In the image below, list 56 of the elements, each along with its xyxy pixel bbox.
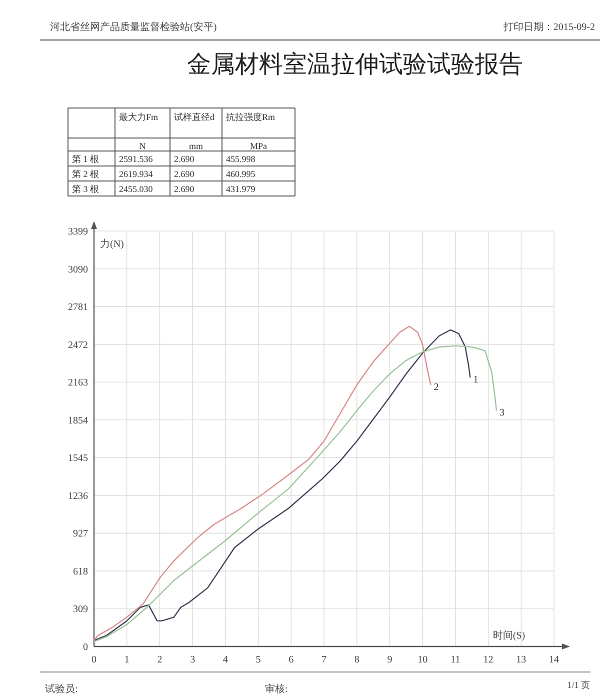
y-tick-label: 3090 — [68, 264, 88, 276]
y-tick-label: 927 — [73, 528, 88, 540]
text: 打印日期：2015-09-2 — [502, 21, 595, 33]
x-tick-label: 6 — [288, 654, 294, 666]
x-tick-label: 2 — [157, 654, 162, 666]
text: 试样直径d — [174, 112, 215, 122]
x-tick-label: 14 — [549, 654, 559, 666]
text: 2.690 — [174, 169, 195, 179]
y-tick-label: 0 — [83, 642, 88, 653]
y-tick-label: 2781 — [68, 302, 88, 314]
text: 2619.934 — [119, 169, 154, 179]
y-tick-label: 2163 — [68, 378, 88, 389]
text: 第 2 根 — [72, 169, 99, 179]
text: 460.995 — [226, 169, 256, 179]
text: 2591.536 — [119, 154, 154, 164]
y-tick-label: 3399 — [68, 226, 88, 238]
text: 试验员: — [45, 683, 78, 695]
text: 第 1 根 — [72, 154, 99, 164]
x-tick-label: 10 — [418, 654, 428, 666]
text: 2.690 — [174, 154, 195, 164]
y-tick-label: 618 — [73, 566, 88, 578]
x-tick-label: 13 — [516, 654, 526, 666]
series-label: 1 — [473, 374, 478, 386]
text: MPa — [250, 141, 268, 151]
x-tick-label: 1 — [124, 654, 130, 666]
y-tick-label: 2472 — [68, 340, 88, 351]
text: mm — [188, 141, 204, 151]
x-tick-label: 5 — [256, 654, 261, 666]
y-tick-label: 309 — [73, 604, 88, 616]
text: 2455.030 — [119, 184, 154, 194]
text: 抗拉强度Rm — [226, 112, 276, 122]
text: 431.979 — [226, 184, 256, 194]
text: 最大力Fm — [119, 112, 158, 122]
text: 审核: — [265, 683, 288, 695]
series-label: 3 — [500, 408, 504, 419]
x-tick-label: 11 — [450, 654, 460, 666]
x-tick-label: 3 — [190, 654, 196, 666]
text: 1/1 页 — [567, 680, 590, 690]
series-label: 2 — [434, 382, 439, 393]
x-tick-label: 12 — [483, 654, 494, 666]
y-tick-label: 1854 — [68, 415, 88, 426]
chart-title: 金属材料室温拉伸试验试验报告 — [187, 51, 523, 78]
y-tick-label: 1545 — [68, 453, 88, 464]
x-axis-title: 时间(S) — [492, 630, 526, 642]
text: 第 3 根 — [72, 184, 99, 194]
y-tick-label: 1236 — [68, 490, 88, 502]
x-tick-label: 8 — [354, 654, 360, 666]
text: 455.998 — [226, 154, 256, 164]
x-tick-label: 0 — [92, 654, 96, 666]
x-tick-label: 7 — [322, 654, 326, 666]
text: 2.690 — [174, 184, 195, 194]
text: 河北省丝网产品质量监督检验站(安平) — [50, 21, 217, 33]
y-axis-title: 力(N) — [100, 238, 124, 250]
text: N — [139, 141, 146, 151]
x-tick-label: 9 — [387, 654, 392, 666]
x-tick-label: 4 — [222, 654, 228, 666]
